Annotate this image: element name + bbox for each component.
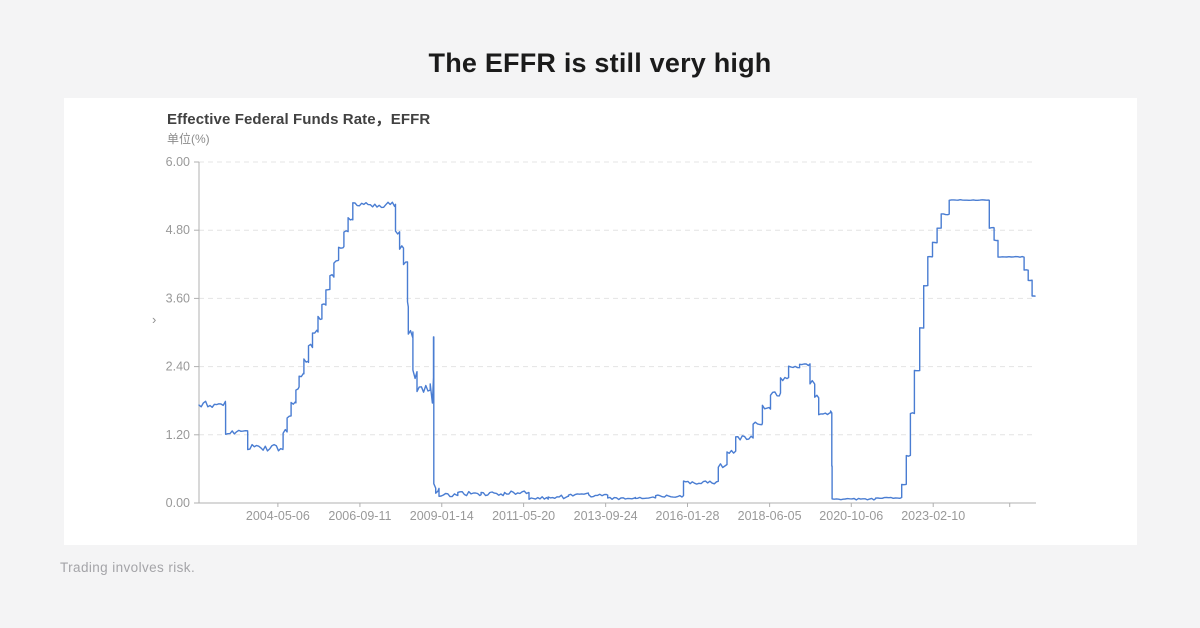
y-axis-label: 1.20: [166, 428, 190, 442]
x-axis-label: 2011-05-20: [492, 509, 555, 523]
y-axis-label: 4.80: [166, 223, 190, 237]
chevron-right-icon[interactable]: ›: [152, 312, 157, 327]
chart-card: 0.00 1.20 2.40 3.60 4.80 6.00 2004-05-06 2006-0…: [64, 98, 1137, 545]
y-axis-label: 0.00: [166, 496, 190, 510]
disclaimer-text: Trading involves risk.: [60, 560, 196, 575]
y-axis-label: 6.00: [166, 155, 190, 169]
chart-unit-label: 单位(%): [167, 132, 210, 146]
page-title: The EFFR is still very high: [428, 48, 772, 78]
x-axis-label: 2016-01-28: [656, 509, 720, 523]
x-axis-label: 2020-10-06: [819, 509, 883, 523]
effr-line-chart: 0.00 1.20 2.40 3.60 4.80 6.00 2004-05-06 2006-0…: [166, 155, 1036, 523]
chart-title: Effective Federal Funds Rate，EFFR: [167, 111, 431, 128]
x-axis-label: 2023-02-10: [901, 509, 965, 523]
y-axis-label: 2.40: [166, 360, 190, 374]
effr-data-line: [198, 198, 1036, 501]
x-axis-label: 2013-09-24: [574, 509, 638, 523]
x-axis-label: 2009-01-14: [410, 509, 474, 523]
x-axis-label: 2006-09-11: [328, 509, 391, 523]
x-axis-label: 2004-05-06: [246, 509, 310, 523]
x-axis-label: 2018-06-05: [738, 509, 802, 523]
y-axis-label: 3.60: [166, 291, 190, 305]
